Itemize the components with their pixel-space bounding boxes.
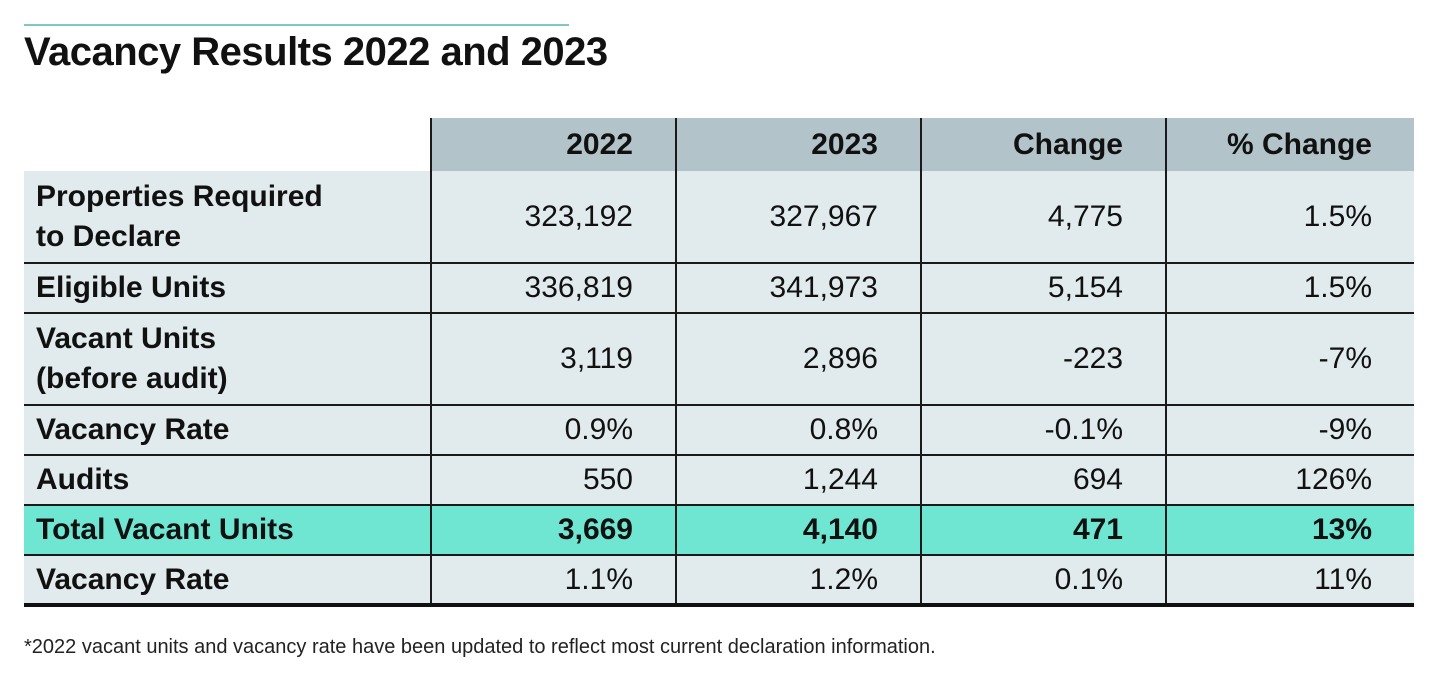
cell-2022: 3,119	[430, 312, 676, 405]
vacancy-results-table-container: 2022 2023 Change % Change Properties Req…	[24, 118, 1414, 607]
header-2022: 2022	[430, 118, 676, 171]
cell-change: 5,154	[920, 262, 1166, 313]
row-label-line: (before audit)	[36, 362, 228, 395]
row-label: Vacant Units (before audit)	[24, 312, 431, 405]
header-change: Change	[920, 118, 1166, 171]
cell-percent-change: 1.5%	[1165, 171, 1414, 263]
cell-percent-change: -7%	[1165, 312, 1414, 405]
row-label: Total Vacant Units	[24, 504, 431, 555]
cell-2022: 3,669	[430, 504, 676, 555]
table-header: 2022 2023 Change % Change	[24, 118, 1414, 171]
row-label-line: to Declare	[36, 219, 182, 253]
cell-change: -0.1%	[920, 404, 1166, 455]
header-percent-change: % Change	[1165, 118, 1414, 171]
page-title: Vacancy Results 2022 and 2023	[24, 30, 608, 74]
table-row-audits: Audits 550 1,244 694 126%	[24, 454, 1414, 505]
cell-percent-change: -9%	[1165, 404, 1414, 455]
cell-2023: 0.8%	[675, 404, 921, 455]
title-accent-rule	[24, 24, 569, 26]
cell-2023: 1.2%	[675, 554, 921, 607]
cell-percent-change: 1.5%	[1165, 262, 1414, 313]
table-row-eligible-units: Eligible Units 336,819 341,973 5,154 1.5…	[24, 262, 1414, 313]
vacancy-results-table: 2022 2023 Change % Change Properties Req…	[24, 118, 1414, 607]
cell-2022: 323,192	[430, 171, 676, 263]
footnote: *2022 vacant units and vacancy rate have…	[24, 636, 936, 658]
cell-2022: 336,819	[430, 262, 676, 313]
cell-2023: 341,973	[675, 262, 921, 313]
cell-2023: 2,896	[675, 312, 921, 405]
cell-2023: 327,967	[675, 171, 921, 263]
cell-change: 4,775	[920, 171, 1166, 263]
row-label: Audits	[24, 454, 431, 505]
cell-2023: 4,140	[675, 504, 921, 555]
row-label: Eligible Units	[24, 262, 431, 313]
table-row-vacancy-rate-total: Vacancy Rate 1.1% 1.2% 0.1% 11%	[24, 554, 1414, 607]
header-2023: 2023	[675, 118, 921, 171]
cell-change: 471	[920, 504, 1166, 555]
cell-2023: 1,244	[675, 454, 921, 505]
cell-change: 0.1%	[920, 554, 1166, 607]
cell-2022: 0.9%	[430, 404, 676, 455]
header-blank-cell	[24, 118, 431, 171]
row-label: Properties Required to Declare	[24, 171, 431, 263]
row-label-line: Vacant Units	[36, 322, 217, 355]
row-label: Vacancy Rate	[24, 554, 431, 607]
cell-percent-change: 126%	[1165, 454, 1414, 505]
row-label-line: Properties Required	[36, 179, 323, 213]
table-row-vacancy-rate-before-audit: Vacancy Rate 0.9% 0.8% -0.1% -9%	[24, 404, 1414, 455]
cell-change: -223	[920, 312, 1166, 405]
cell-2022: 1.1%	[430, 554, 676, 607]
cell-change: 694	[920, 454, 1166, 505]
table-row-total-vacant-units: Total Vacant Units 3,669 4,140 471 13%	[24, 504, 1414, 555]
cell-percent-change: 11%	[1165, 554, 1414, 607]
table-header-row: 2022 2023 Change % Change	[24, 118, 1414, 171]
cell-percent-change: 13%	[1165, 504, 1414, 555]
table-row-properties-required: Properties Required to Declare 323,192 32…	[24, 171, 1414, 263]
cell-2022: 550	[430, 454, 676, 505]
table-body: Properties Required to Declare 323,192 32…	[24, 171, 1414, 607]
table-row-vacant-units-before-audit: Vacant Units (before audit) 3,119 2,896 -…	[24, 312, 1414, 405]
row-label: Vacancy Rate	[24, 404, 431, 455]
